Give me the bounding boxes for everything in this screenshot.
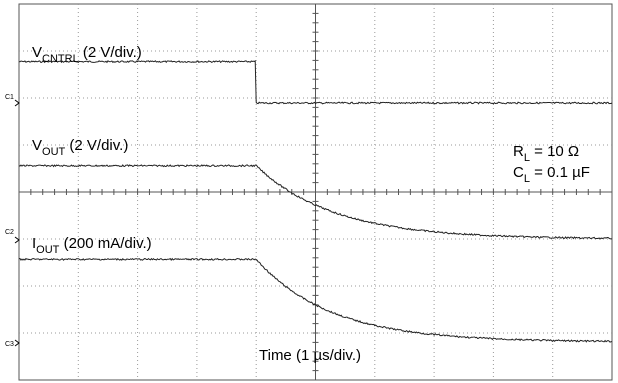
ground-marker-icon (14, 339, 20, 347)
channel-marker-c1: C1 (5, 94, 14, 101)
channel-markers: C1 C2 C3 (5, 94, 20, 348)
rl-annotation: RL = 10 Ω (513, 143, 579, 164)
cl-annotation: CL = 0.1 µF (513, 164, 590, 185)
chart-traces (18, 60, 613, 343)
vcntrl-label: VCNTRL (2 V/div.) (32, 44, 142, 65)
vout-label: VOUT (2 V/div.) (32, 137, 128, 158)
iout-label: IOUT (200 mA/div.) (32, 235, 152, 256)
trace-c1 (18, 60, 613, 105)
trace-c2 (18, 164, 613, 240)
x-axis-label: Time (1 µs/div.) (259, 347, 361, 364)
ground-marker-icon (14, 99, 20, 107)
channel-marker-c2: C2 (5, 229, 14, 236)
chart-grid (18, 3, 613, 381)
trace-c3 (18, 257, 613, 343)
channel-marker-c3: C3 (5, 341, 14, 348)
ground-marker-icon (14, 236, 20, 244)
